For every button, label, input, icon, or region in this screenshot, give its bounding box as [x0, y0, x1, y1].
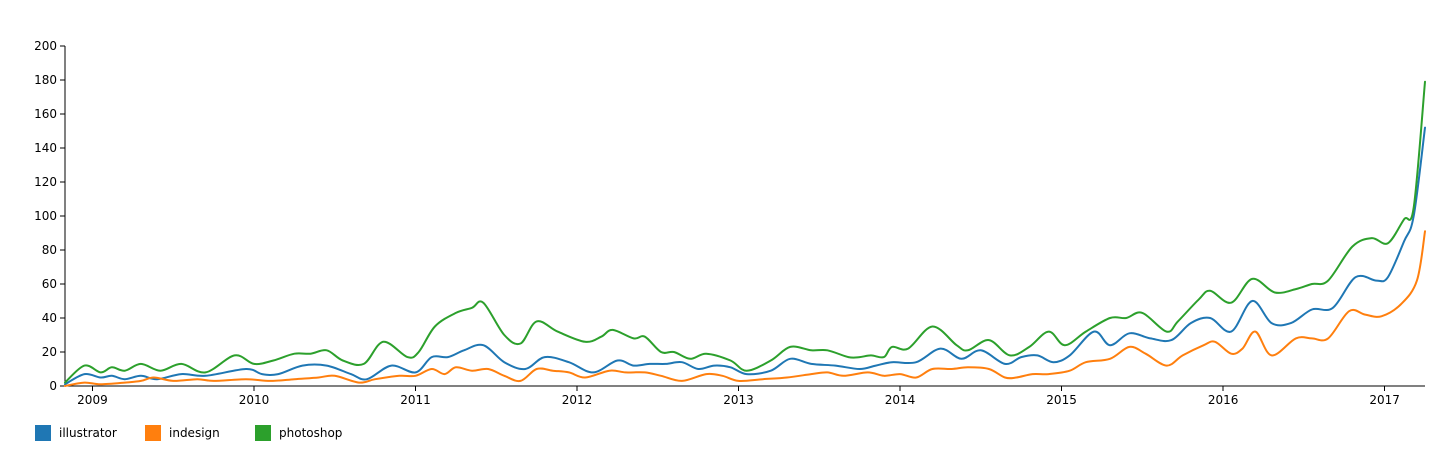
y-tick-label: 180	[34, 73, 57, 87]
y-tick-label: 120	[34, 175, 57, 189]
x-tick-label: 2015	[1046, 393, 1077, 407]
x-tick-label: 2017	[1369, 393, 1400, 407]
x-tick-label: 2010	[239, 393, 270, 407]
series-line-photoshop	[64, 80, 1426, 384]
x-tick-label: 2016	[1208, 393, 1239, 407]
x-tick-label: 2012	[562, 393, 593, 407]
legend-swatch	[255, 425, 271, 441]
x-tick-label: 2013	[723, 393, 754, 407]
legend-label: photoshop	[279, 426, 343, 440]
y-tick-label: 160	[34, 107, 57, 121]
y-tick-label: 140	[34, 141, 57, 155]
y-axis: 0 20 40 60 80 100 120 140 160 180 200	[34, 39, 66, 393]
legend-item-photoshop: photoshop	[255, 425, 365, 441]
line-chart: 0 20 40 60 80 100 120 140 160 180 200 2009 2010 2011…	[34, 39, 1426, 407]
legend-label: illustrator	[59, 426, 117, 440]
y-tick-label: 40	[42, 311, 57, 325]
y-tick-label: 100	[34, 209, 57, 223]
y-tick-label: 60	[42, 277, 57, 291]
x-tick-label: 2011	[400, 393, 431, 407]
legend: illustrator indesign photoshop	[35, 425, 365, 441]
legend-item-indesign: indesign	[145, 425, 255, 441]
y-tick-label: 0	[49, 379, 57, 393]
series-layer	[64, 80, 1426, 387]
series-line-indesign	[64, 230, 1426, 387]
x-axis: 2009 2010 2011 2012 2013 2014 2015 2016 2017	[65, 385, 1425, 407]
x-tick-label: 2014	[885, 393, 916, 407]
y-tick-label: 20	[42, 345, 57, 359]
y-tick-label: 200	[34, 39, 57, 53]
y-tick-label: 80	[42, 243, 57, 257]
legend-swatch	[145, 425, 161, 441]
legend-swatch	[35, 425, 51, 441]
legend-label: indesign	[169, 426, 220, 440]
legend-item-illustrator: illustrator	[35, 425, 145, 441]
x-tick-label: 2009	[77, 393, 108, 407]
series-line-illustrator	[64, 126, 1426, 386]
